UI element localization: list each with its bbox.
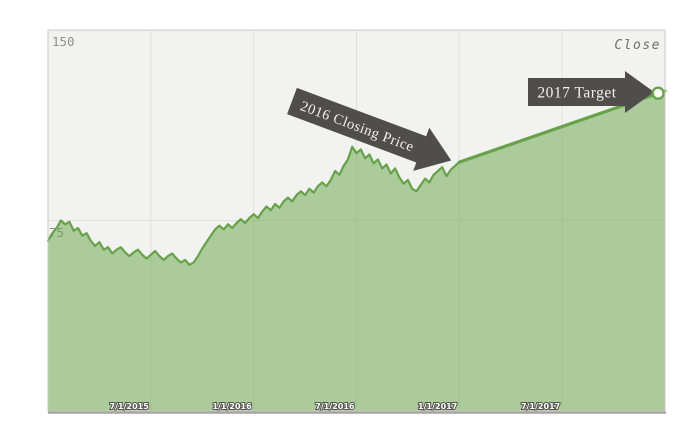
legend-close: Close bbox=[614, 38, 661, 53]
close-series-line bbox=[46, 145, 461, 266]
x-axis-labels: 7/1/2015 1/1/2016 7/1/2016 1/1/2017 7/1/2017 bbox=[109, 401, 562, 412]
x-axis-tick-label: 1/1/2016 bbox=[212, 402, 252, 411]
x-axis-tick-label: 1/1/2017 bbox=[418, 402, 457, 411]
x-axis-tick-label: 7/1/2017 bbox=[521, 402, 560, 411]
x-axis-tick-label: 7/1/2015 bbox=[110, 402, 150, 411]
close-series-area bbox=[48, 91, 665, 411]
x-axis-tick-label: 7/1/2016 bbox=[315, 402, 355, 411]
arrow-2016-closing-price-shape bbox=[287, 87, 452, 171]
arrow-2017-target-shape bbox=[528, 71, 654, 113]
plot-border bbox=[47, 29, 666, 412]
arrow-2017-target-label: 2017 Target bbox=[537, 85, 616, 102]
marker-layer bbox=[651, 86, 665, 100]
y-axis-tick-label-150: 150 bbox=[52, 34, 75, 49]
target-marker bbox=[651, 86, 665, 100]
annotation-2017-target: 2017 Target bbox=[528, 71, 654, 113]
